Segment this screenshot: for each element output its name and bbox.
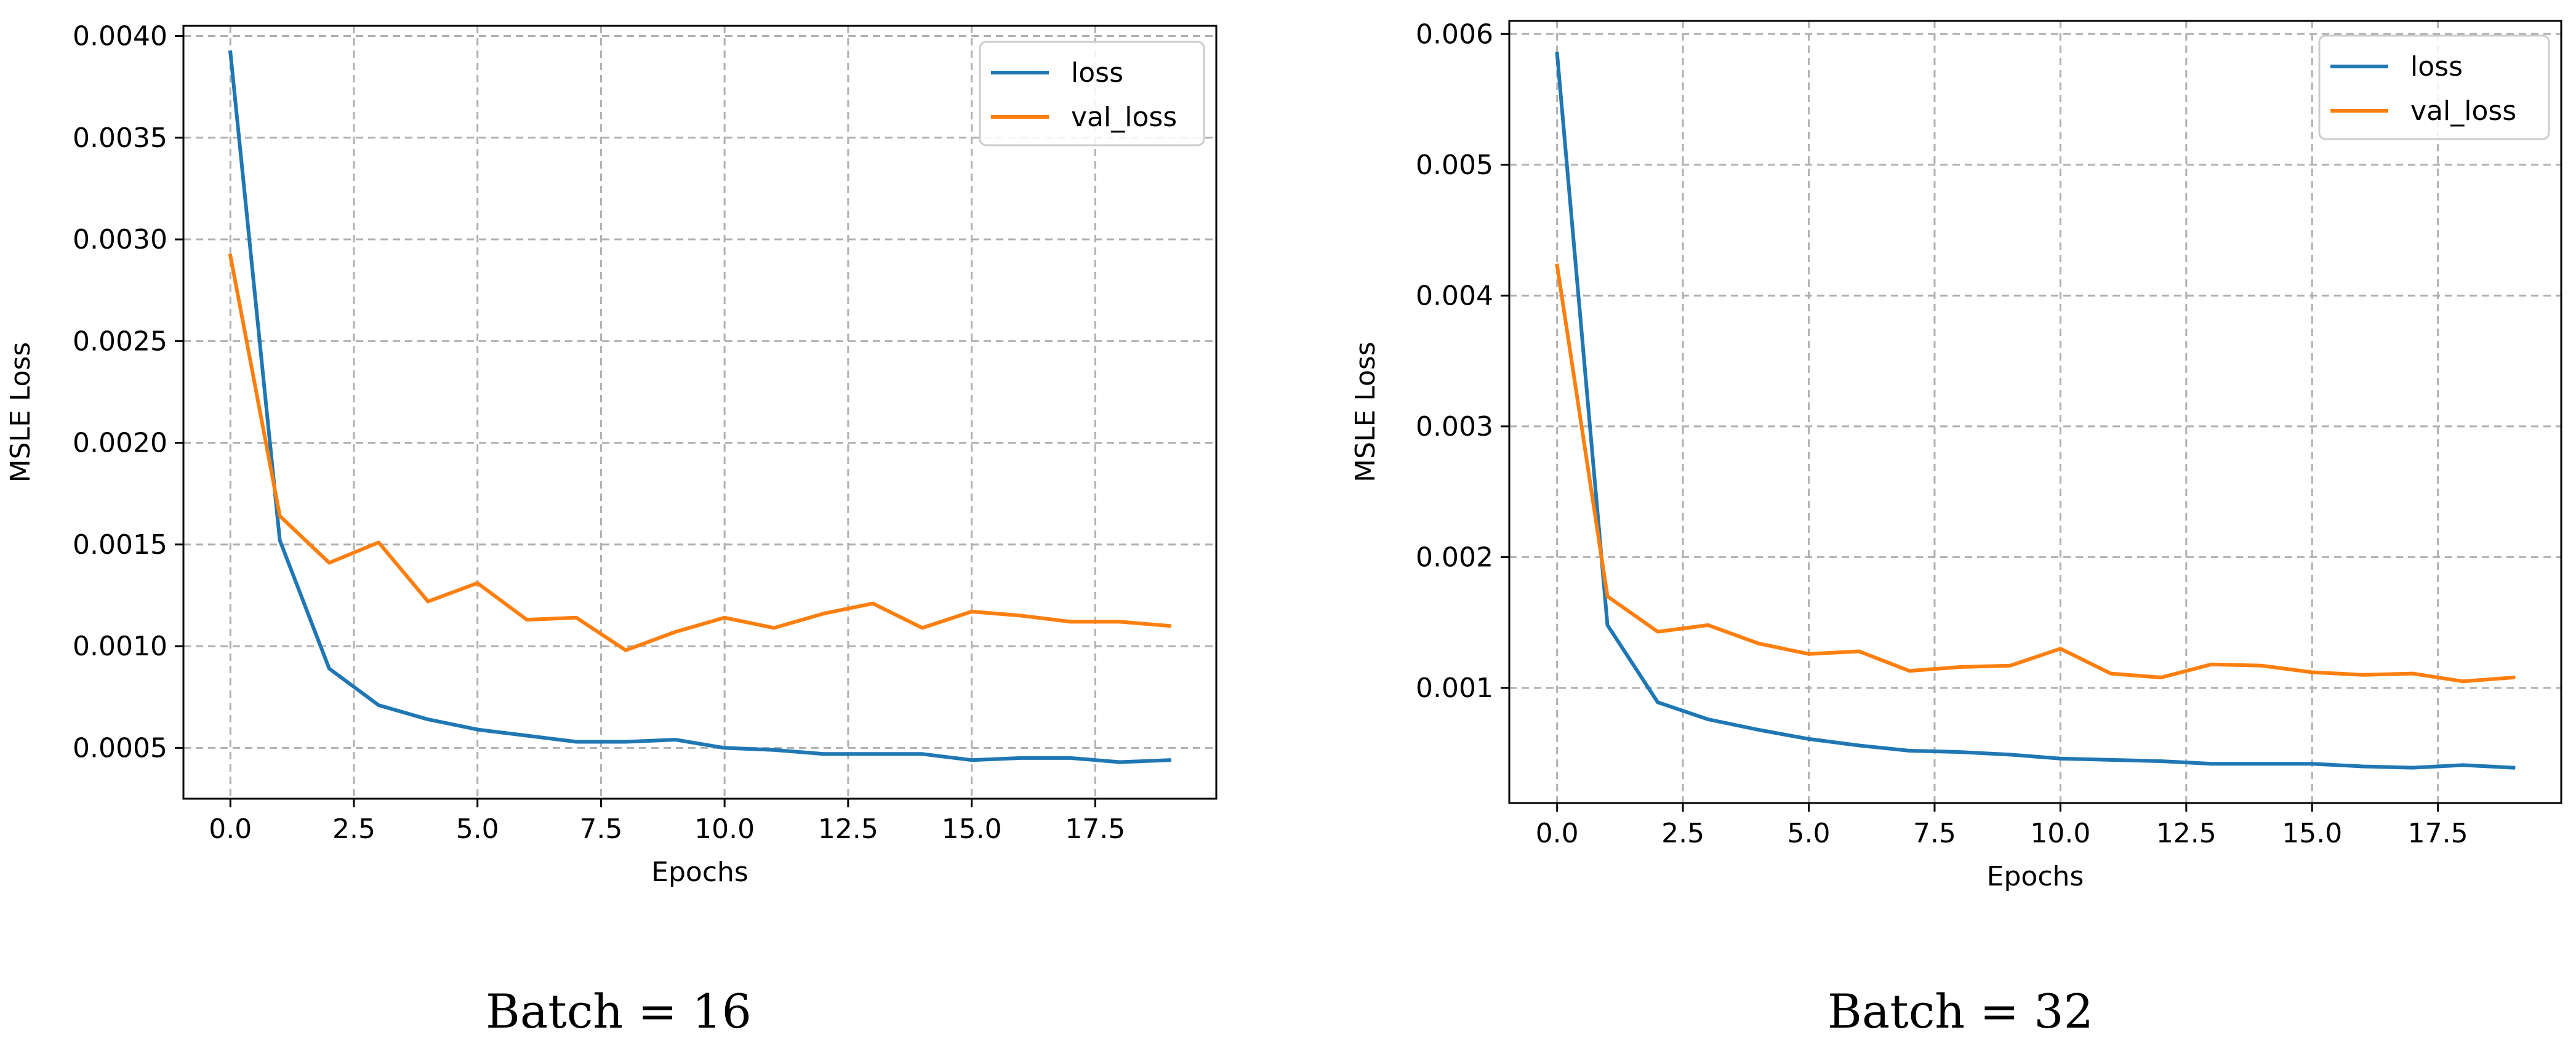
y-tick-label: 0.0025 xyxy=(73,326,167,357)
series-line-loss xyxy=(1555,51,2516,770)
y-tick-label: 0.0020 xyxy=(73,428,167,459)
series-line-loss xyxy=(228,50,1171,764)
y-tick-label: 0.006 xyxy=(1416,18,1493,50)
x-axis-title: Epochs xyxy=(1987,861,2084,892)
y-tick-label: 0.0030 xyxy=(73,224,167,255)
legend-label-val-loss: val_loss xyxy=(2410,95,2516,127)
y-tick-label: 0.003 xyxy=(1416,411,1493,442)
y-tick-label: 0.004 xyxy=(1416,280,1493,311)
legend-box xyxy=(2318,34,2550,140)
chart-caption: Batch = 32 xyxy=(1828,984,2093,1039)
y-axis-title: MSLE Loss xyxy=(5,342,36,483)
y-tick-label: 0.0035 xyxy=(73,122,167,154)
x-tick-label: 2.5 xyxy=(1661,818,1704,849)
y-tick-label: 0.002 xyxy=(1416,541,1493,573)
x-tick-label: 17.5 xyxy=(2408,818,2468,849)
x-tick-label: 15.0 xyxy=(942,813,1002,845)
legend-label-loss: loss xyxy=(2410,51,2463,82)
legend-box xyxy=(979,41,1205,146)
series-line-val-loss xyxy=(1555,263,2516,684)
legend-label-loss: loss xyxy=(1071,57,1123,89)
y-tick-label: 0.0010 xyxy=(73,631,167,662)
x-tick-label: 5.0 xyxy=(456,813,499,845)
x-tick-label: 12.5 xyxy=(2156,818,2217,849)
x-tick-label: 5.0 xyxy=(1788,818,1831,849)
series-line-val-loss xyxy=(228,253,1171,652)
x-tick-label: 10.0 xyxy=(694,813,755,845)
x-tick-label: 7.5 xyxy=(1913,818,1956,849)
x-tick-label: 10.0 xyxy=(2030,818,2090,849)
x-tick-label: 7.5 xyxy=(579,813,622,845)
chart-caption: Batch = 16 xyxy=(486,984,752,1039)
y-tick-label: 0.0040 xyxy=(73,21,167,52)
x-tick-label: 0.0 xyxy=(1536,818,1579,849)
plot-frame xyxy=(1508,20,2562,804)
x-tick-label: 15.0 xyxy=(2282,818,2342,849)
chart-batch-32: 0.0 2.5 5.0 7.5 10.0 12.5 15.0 17.5 0.001 0.002 0.… xyxy=(1350,18,2562,1039)
x-tick-label: 0.0 xyxy=(209,813,252,845)
x-tick-label: 12.5 xyxy=(818,813,878,845)
y-tick-label: 0.001 xyxy=(1416,673,1493,704)
y-axis-title: MSLE Loss xyxy=(1350,342,1381,482)
x-tick-label: 2.5 xyxy=(332,813,375,845)
legend: loss val_loss xyxy=(2318,34,2550,140)
legend-label-val-loss: val_loss xyxy=(1071,102,1177,133)
y-tick-label: 0.0015 xyxy=(73,529,167,561)
chart-batch-16: 0.0 2.5 5.0 7.5 10.0 12.5 15.0 17.5 0.0005 0.0010… xyxy=(5,21,1218,1039)
y-tick-label: 0.0005 xyxy=(73,732,167,764)
plot-frame xyxy=(182,25,1218,800)
y-tick-label: 0.005 xyxy=(1416,150,1493,181)
legend: loss val_loss xyxy=(979,41,1205,146)
x-axis-title: Epochs xyxy=(651,857,748,888)
x-tick-label: 17.5 xyxy=(1065,813,1125,845)
